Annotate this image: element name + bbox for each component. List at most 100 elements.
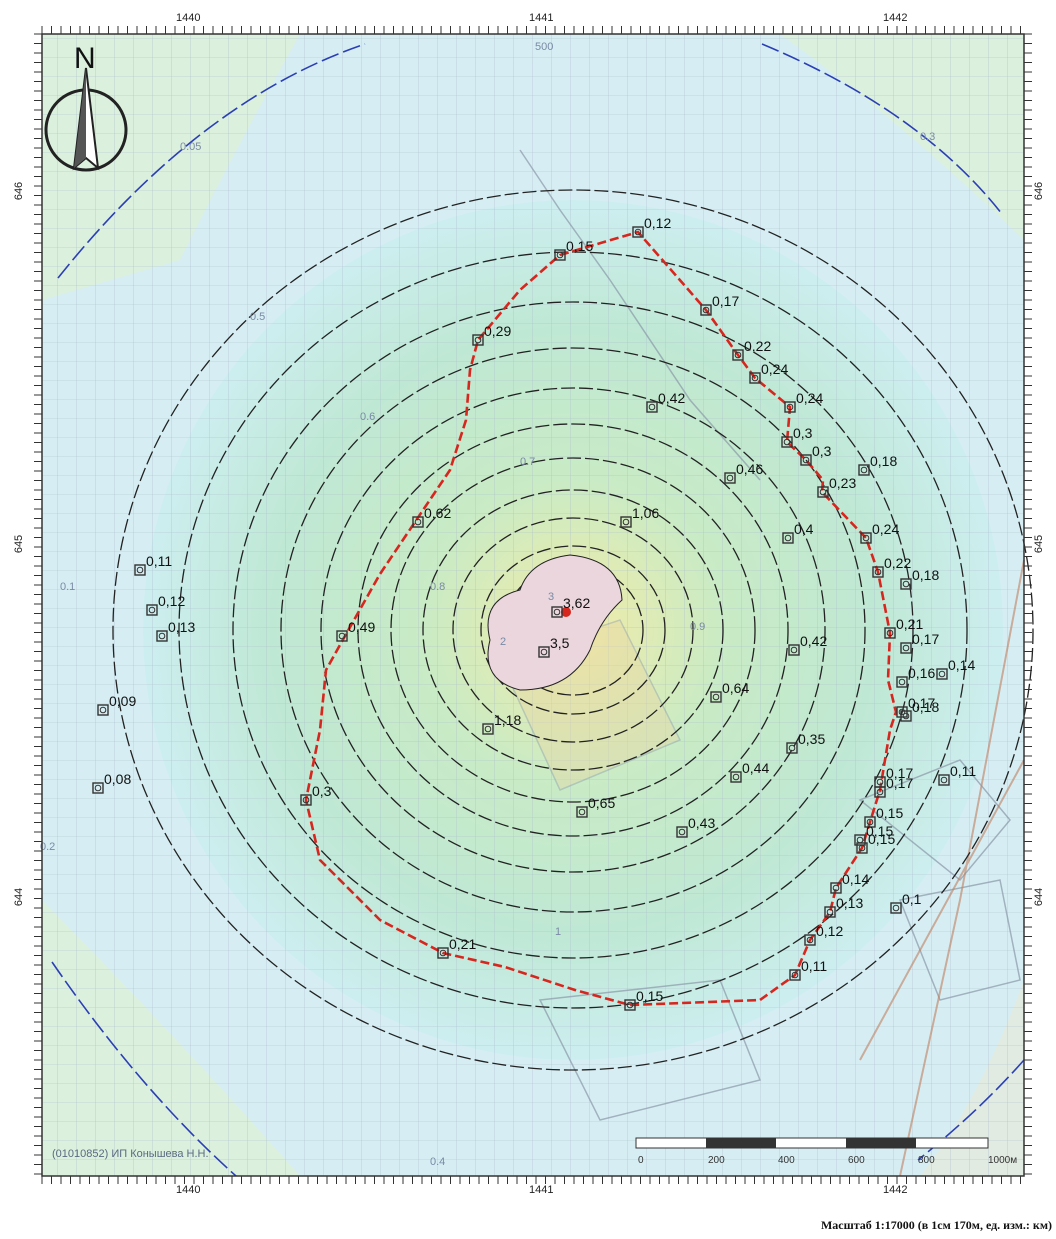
receptor-marker xyxy=(554,249,566,261)
receptor-marker xyxy=(336,630,348,642)
concentration-isolines xyxy=(112,189,1034,1071)
receptor-value-label: 1,18 xyxy=(494,712,521,728)
receptor-value-label: 0,49 xyxy=(348,619,375,635)
scale-tick-label: 800 xyxy=(918,1155,935,1166)
isoline-label: 0.3 xyxy=(920,131,935,143)
receptor-point: 0,22 xyxy=(872,555,911,578)
receptor-point: 0,12 xyxy=(804,923,843,946)
roads xyxy=(859,559,1025,1177)
receptor-points: 0,12 0,15 0,17 0,29 0,22 0,24 0,42 0,24 0,3 0,3 0,… xyxy=(92,215,976,1011)
receptor-value-label: 0,1 xyxy=(902,891,922,907)
receptor-point: 0,11 xyxy=(134,553,172,576)
receptor-marker xyxy=(938,774,950,786)
receptor-point: 0,08 xyxy=(92,771,131,794)
x-tick-label: 1440 xyxy=(176,1184,201,1196)
receptor-value-label: 0,62 xyxy=(424,505,451,521)
receptor-marker xyxy=(412,516,424,528)
receptor-point: 0,17 xyxy=(900,631,939,654)
receptor-marker xyxy=(624,999,636,1011)
receptor-marker xyxy=(724,472,736,484)
isoline-label: 0.8 xyxy=(430,581,445,593)
receptor-value-label: 3,62 xyxy=(563,595,590,611)
receptor-point: 0,21 xyxy=(437,936,476,959)
emission-source-area xyxy=(487,554,623,691)
receptor-marker xyxy=(437,947,449,959)
receptor-marker xyxy=(676,826,688,838)
receptor-point: 0,18 xyxy=(900,567,939,590)
receptor-point: 0,43 xyxy=(676,815,715,838)
receptor-marker xyxy=(884,627,896,639)
receptor-value-label: 0,15 xyxy=(866,823,893,839)
receptor-point: 0,18 xyxy=(900,699,939,722)
receptor-marker xyxy=(97,704,109,716)
receptor-point: 0,12 xyxy=(146,593,185,616)
receptor-marker xyxy=(936,668,948,680)
receptor-marker xyxy=(872,566,884,578)
receptor-marker xyxy=(817,486,829,498)
receptor-point: 0,15 xyxy=(554,238,593,261)
receptor-point: 0,46 xyxy=(724,461,763,484)
receptor-value-label: 0,14 xyxy=(842,871,869,887)
receptor-value-label: 0,08 xyxy=(104,771,131,787)
emission-source-marker xyxy=(561,607,571,617)
receptor-point: 0,13 xyxy=(824,895,863,918)
receptor-point: 0,14 xyxy=(936,657,975,680)
receptor-value-label: 0,12 xyxy=(644,215,671,231)
receptor-point: 0,14 xyxy=(830,871,869,894)
x-tick-label: 1442 xyxy=(883,1184,908,1196)
y-tick-label: 645 xyxy=(13,534,26,554)
receptor-point: 0,23 xyxy=(817,475,856,498)
y-tick-label: 645 xyxy=(1033,534,1046,554)
receptor-point: 0,4 xyxy=(782,521,814,544)
receptor-point: 0,42 xyxy=(788,633,827,656)
receptor-marker xyxy=(896,676,908,688)
receptor-point: 3,5 xyxy=(538,635,570,658)
isoline-label: 0.7 xyxy=(520,456,535,468)
receptor-value-label: 0,22 xyxy=(884,555,911,571)
scale-tick-label: 0 xyxy=(638,1155,644,1166)
scale-tick-label: 200 xyxy=(708,1155,725,1166)
isoline-label: 0.2 xyxy=(40,841,55,853)
receptor-value-label: 0,18 xyxy=(870,453,897,469)
receptor-point: 0,17 xyxy=(700,293,739,316)
receptor-value-label: 0,3 xyxy=(812,443,832,459)
isoline-label: 0.1 xyxy=(60,581,75,593)
isoline xyxy=(357,423,789,837)
receptor-marker xyxy=(786,742,798,754)
receptor-point: 1,06 xyxy=(620,505,659,528)
receptor-value-label: 0,3 xyxy=(793,425,813,441)
receptor-point: 0,17 xyxy=(874,775,913,798)
receptor-value-label: 0,24 xyxy=(796,390,823,406)
isoline xyxy=(422,489,724,771)
isoline-label: 0.6 xyxy=(360,411,375,423)
receptor-value-label: 0,4 xyxy=(794,521,814,537)
receptor-point: 0,15 xyxy=(624,988,663,1011)
receptor-point: 0,49 xyxy=(336,619,375,642)
x-tick-label: 1441 xyxy=(529,1184,554,1196)
receptor-value-label: 0,13 xyxy=(168,619,195,635)
receptor-value-label: 0,17 xyxy=(908,695,935,711)
receptor-point: 0,11 xyxy=(938,763,976,786)
receptor-value-label: 0,17 xyxy=(886,775,913,791)
receptor-point: 0,24 xyxy=(749,361,788,384)
receptor-marker xyxy=(864,816,876,828)
x-tick-label: 1440 xyxy=(176,12,201,24)
north-arrow-icon xyxy=(44,67,128,172)
y-tick-label: 646 xyxy=(1033,181,1046,201)
north-label: N xyxy=(74,42,96,75)
receptor-value-label: 0,29 xyxy=(484,323,511,339)
receptor-marker xyxy=(134,564,146,576)
receptor-value-label: 0,22 xyxy=(744,338,771,354)
receptor-point: 0,17 xyxy=(896,695,935,718)
x-tick-label: 1442 xyxy=(883,12,908,24)
receptor-point: 0,1 xyxy=(890,891,922,914)
receptor-value-label: 0,16 xyxy=(908,665,935,681)
scale-tick-label: 600 xyxy=(848,1155,865,1166)
receptor-marker xyxy=(730,771,742,783)
receptor-marker xyxy=(854,834,866,846)
isoline xyxy=(320,387,826,873)
receptor-marker xyxy=(700,304,712,316)
receptor-value-label: 0,46 xyxy=(736,461,763,477)
receptor-point: 0,24 xyxy=(860,521,899,544)
